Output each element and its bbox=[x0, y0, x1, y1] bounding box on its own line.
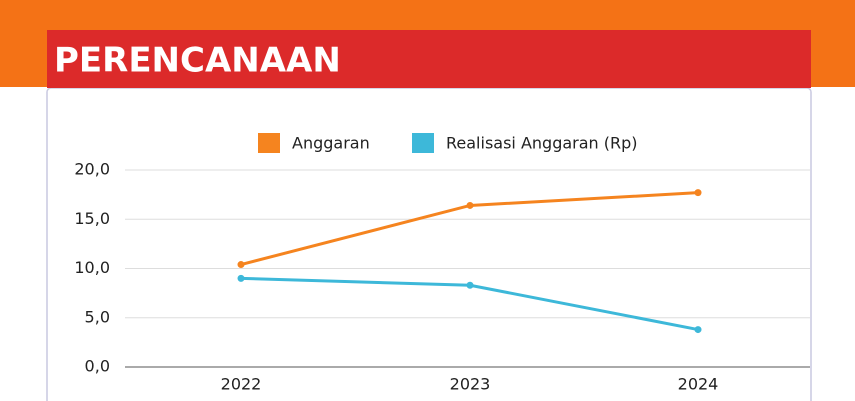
y-tick-label: 0,0 bbox=[85, 357, 110, 376]
data-point bbox=[694, 189, 702, 197]
data-point bbox=[466, 281, 474, 289]
y-tick-label: 15,0 bbox=[74, 209, 110, 228]
x-tick-label: 2022 bbox=[221, 375, 262, 394]
y-tick-label: 20,0 bbox=[74, 160, 110, 179]
chart: 0,0 5,0 10,0 15,0 20,0 2022 2023 2024 Anggaran Re… bbox=[74, 133, 810, 394]
y-tick-label: 5,0 bbox=[85, 307, 110, 326]
y-tick-label: 10,0 bbox=[74, 258, 110, 277]
data-point bbox=[466, 201, 474, 209]
legend-label: Anggaran bbox=[292, 134, 370, 153]
header-title: PERENCANAAN bbox=[54, 41, 341, 81]
legend-label: Realisasi Anggaran (Rp) bbox=[446, 134, 638, 153]
x-tick-label: 2023 bbox=[450, 375, 491, 394]
legend-swatch bbox=[258, 133, 280, 153]
header-bar bbox=[47, 30, 811, 88]
legend-swatch bbox=[412, 133, 434, 153]
data-point bbox=[237, 261, 245, 269]
data-point bbox=[237, 274, 245, 282]
data-point bbox=[694, 326, 702, 334]
x-tick-label: 2024 bbox=[678, 375, 719, 394]
